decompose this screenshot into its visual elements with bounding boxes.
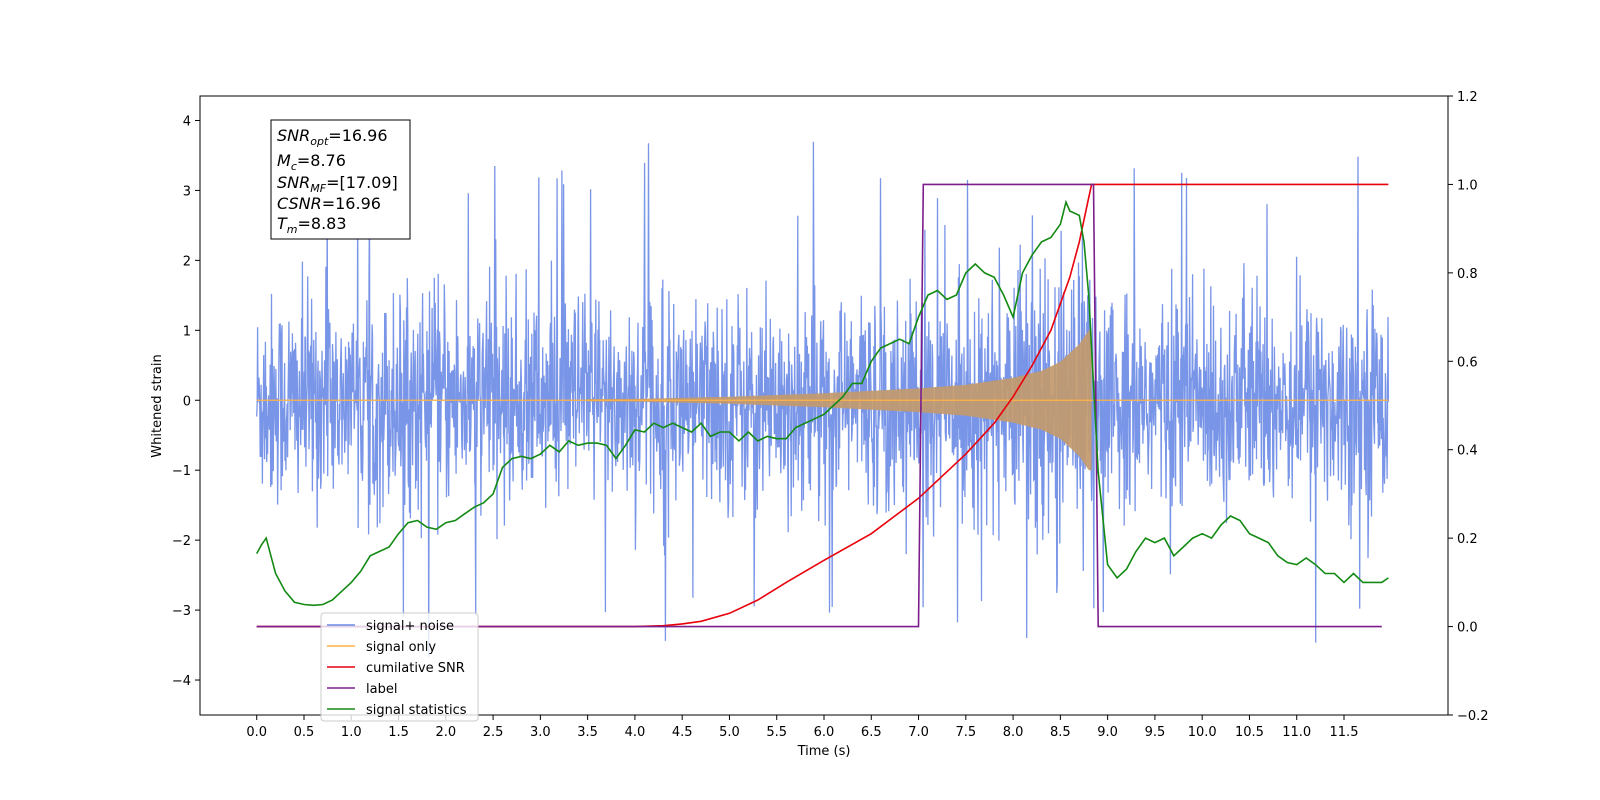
y-tick-label: 3 <box>183 184 191 199</box>
annotation-snr-opt: SNRopt=16.96 <box>277 126 388 148</box>
x-tick-label: 5.5 <box>766 725 787 740</box>
y2-tick-label: 0.4 <box>1457 444 1478 459</box>
x-tick-label: 8.5 <box>1050 725 1071 740</box>
x-tick-label: 3.0 <box>530 725 551 740</box>
signal-noise-line <box>256 141 1390 658</box>
y-axis-right: −0.2 0.0 0.2 0.4 0.6 0.8 1.0 1.2 <box>1448 90 1489 724</box>
x-tick-label: 7.0 <box>908 725 929 740</box>
y-axis-label: Whitened strain <box>150 354 165 457</box>
x-tick-label: 4.0 <box>625 725 646 740</box>
y2-tick-label: 0.0 <box>1457 621 1478 636</box>
label-line <box>256 183 1382 628</box>
legend: signal+ noise signal only cumilative SNR la… <box>320 612 479 722</box>
x-tick-label: 2.0 <box>435 725 456 740</box>
x-tick-label: 10.5 <box>1235 725 1264 740</box>
legend-label: signal only <box>366 640 436 655</box>
stats-annotation: SNRopt=16.96 Mc=8.76 SNRMF=[17.09] CSNR=… <box>270 119 411 240</box>
x-axis: 0.0 0.5 1.0 1.5 2.0 2.5 3.0 3.5 4.0 4.5 5.0 5.5 6.0 6… <box>246 715 1358 740</box>
y-tick-label: 0 <box>183 394 191 409</box>
signal-statistics-line <box>255 199 1389 607</box>
x-tick-label: 4.5 <box>672 725 693 740</box>
legend-label: signal+ noise <box>366 619 454 634</box>
y2-tick-label: 0.2 <box>1457 532 1478 547</box>
legend-box <box>320 612 479 722</box>
x-axis-label: Time (s) <box>797 744 851 759</box>
signal-noise-series <box>256 141 1390 658</box>
annotation-tm: Tm=8.83 <box>277 214 347 236</box>
x-tick-label: 11.5 <box>1330 725 1359 740</box>
cumilative-snr-line <box>256 183 1389 628</box>
x-tick-label: 11.0 <box>1282 725 1311 740</box>
x-tick-label: 8.0 <box>1003 725 1024 740</box>
y2-tick-label: −0.2 <box>1457 709 1489 724</box>
x-tick-label: 7.5 <box>955 725 976 740</box>
x-tick-label: 9.0 <box>1097 725 1118 740</box>
y-tick-label: −3 <box>172 604 191 619</box>
y-tick-label: −2 <box>172 534 191 549</box>
x-tick-label: 9.5 <box>1145 725 1166 740</box>
legend-label: signal statistics <box>366 703 467 718</box>
legend-label: label <box>366 682 397 697</box>
y2-tick-label: 1.0 <box>1457 178 1478 193</box>
y-tick-label: −4 <box>172 674 191 689</box>
x-tick-label: 6.0 <box>814 725 835 740</box>
y-axis-left: −4 −3 −2 −1 0 1 2 3 4 <box>172 114 200 689</box>
x-tick-label: 5.0 <box>719 725 740 740</box>
x-tick-label: 1.0 <box>341 725 362 740</box>
y2-tick-label: 0.8 <box>1457 267 1478 282</box>
series-lines <box>255 183 1389 628</box>
x-tick-label: 10.0 <box>1188 725 1217 740</box>
x-tick-label: 0.0 <box>246 725 267 740</box>
y-tick-label: 4 <box>183 114 191 129</box>
y2-tick-label: 0.6 <box>1457 355 1478 370</box>
annotation-mc: Mc=8.76 <box>277 151 346 173</box>
y-tick-label: −1 <box>172 464 191 479</box>
x-tick-label: 6.5 <box>861 725 882 740</box>
y2-tick-label: 1.2 <box>1457 90 1478 105</box>
x-tick-label: 0.5 <box>294 725 315 740</box>
x-tick-label: 2.5 <box>483 725 504 740</box>
y-tick-label: 1 <box>183 324 191 339</box>
x-tick-label: 3.5 <box>577 725 598 740</box>
x-tick-label: 1.5 <box>388 725 409 740</box>
legend-label: cumilative SNR <box>366 661 465 676</box>
y-tick-label: 2 <box>183 254 191 269</box>
annotation-box <box>270 119 411 240</box>
annotation-snr-mf: SNRMF=[17.09] <box>277 173 398 195</box>
annotation-csnr: CSNR=16.96 <box>277 194 381 213</box>
